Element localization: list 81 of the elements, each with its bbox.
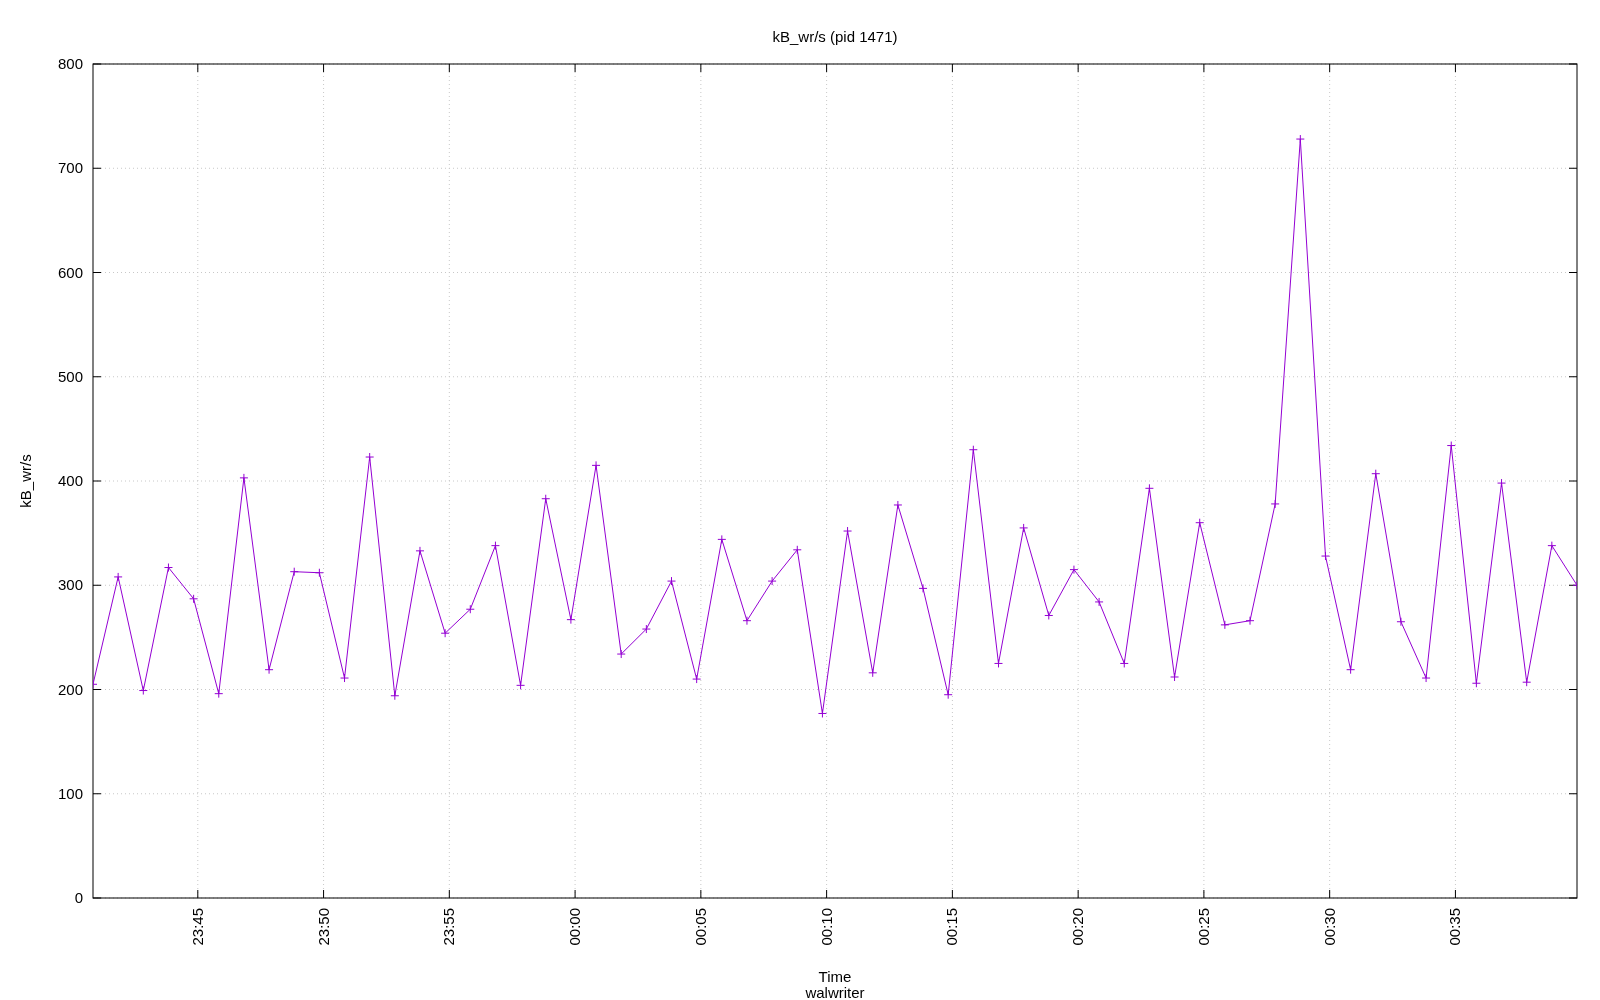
point xyxy=(314,568,324,578)
chart-title: kB_wr/s (pid 1471) xyxy=(772,28,898,45)
point xyxy=(264,665,274,675)
x-tick-label: 23:55 xyxy=(440,908,458,946)
y-tick-label: 100 xyxy=(57,784,83,802)
x-tick-label: 00:25 xyxy=(1194,908,1212,946)
point xyxy=(113,572,123,582)
x-tick-label: 00:05 xyxy=(691,908,709,946)
point xyxy=(1522,677,1532,687)
point xyxy=(1170,672,1180,682)
point xyxy=(1069,565,1079,575)
x-tick-label: 00:30 xyxy=(1320,908,1338,946)
y-tick-label: 800 xyxy=(57,55,83,72)
point xyxy=(1446,441,1456,451)
point xyxy=(1346,665,1356,675)
point xyxy=(792,545,802,555)
y-tick-label: 0 xyxy=(74,889,83,906)
point xyxy=(1195,518,1205,528)
point xyxy=(541,494,551,504)
point xyxy=(189,594,199,604)
y-tick-label: 600 xyxy=(57,263,83,281)
point xyxy=(1421,673,1431,683)
point xyxy=(667,576,677,586)
point xyxy=(289,567,299,577)
point xyxy=(1396,617,1406,627)
y-tick-label: 300 xyxy=(57,576,83,594)
point xyxy=(1270,499,1280,509)
point xyxy=(1371,469,1381,479)
point xyxy=(1547,541,1557,551)
point xyxy=(767,576,777,586)
x-tick-label: 00:15 xyxy=(943,908,961,946)
point xyxy=(742,616,752,626)
point xyxy=(1119,658,1129,668)
point xyxy=(465,604,475,614)
point xyxy=(1320,551,1330,561)
point xyxy=(415,546,425,556)
x-tick-label: 00:20 xyxy=(1069,908,1087,946)
point xyxy=(893,500,903,510)
point xyxy=(692,674,702,684)
point xyxy=(340,673,350,683)
x-tick-label: 23:45 xyxy=(188,908,206,946)
point xyxy=(239,473,249,483)
y-axis-title: kB_wr/s xyxy=(17,454,34,508)
point xyxy=(138,686,148,696)
x-tick-label: 00:00 xyxy=(566,908,584,946)
point xyxy=(641,624,651,634)
point xyxy=(516,680,526,690)
point xyxy=(1044,610,1054,620)
point xyxy=(616,649,626,659)
text: walwriter xyxy=(804,984,865,1000)
point xyxy=(843,526,853,536)
y-tick-label: 700 xyxy=(57,159,83,177)
point xyxy=(943,690,953,700)
point xyxy=(1471,678,1481,688)
x-tick-label: 00:35 xyxy=(1446,908,1464,946)
point xyxy=(1295,134,1305,144)
y-tick-label: 400 xyxy=(57,472,83,489)
x-axis-title: Time xyxy=(818,968,852,985)
point xyxy=(365,452,375,462)
point xyxy=(566,615,576,625)
point xyxy=(440,628,450,638)
point xyxy=(1220,620,1230,630)
point xyxy=(163,563,173,573)
point xyxy=(717,534,727,544)
point xyxy=(1245,616,1255,626)
point xyxy=(918,583,928,593)
point xyxy=(490,541,500,551)
y-tick-label: 200 xyxy=(57,680,83,698)
point xyxy=(1019,523,1029,533)
point xyxy=(993,658,1003,668)
x-tick-label: 23:50 xyxy=(314,908,332,946)
point xyxy=(1094,597,1104,607)
point xyxy=(1144,483,1154,493)
point xyxy=(817,708,827,718)
point xyxy=(390,691,400,701)
point xyxy=(968,445,978,455)
point xyxy=(1497,478,1507,488)
x-tick-label: 00:10 xyxy=(817,908,835,946)
point xyxy=(214,689,224,699)
point xyxy=(868,668,878,678)
y-tick-label: 500 xyxy=(57,367,83,385)
